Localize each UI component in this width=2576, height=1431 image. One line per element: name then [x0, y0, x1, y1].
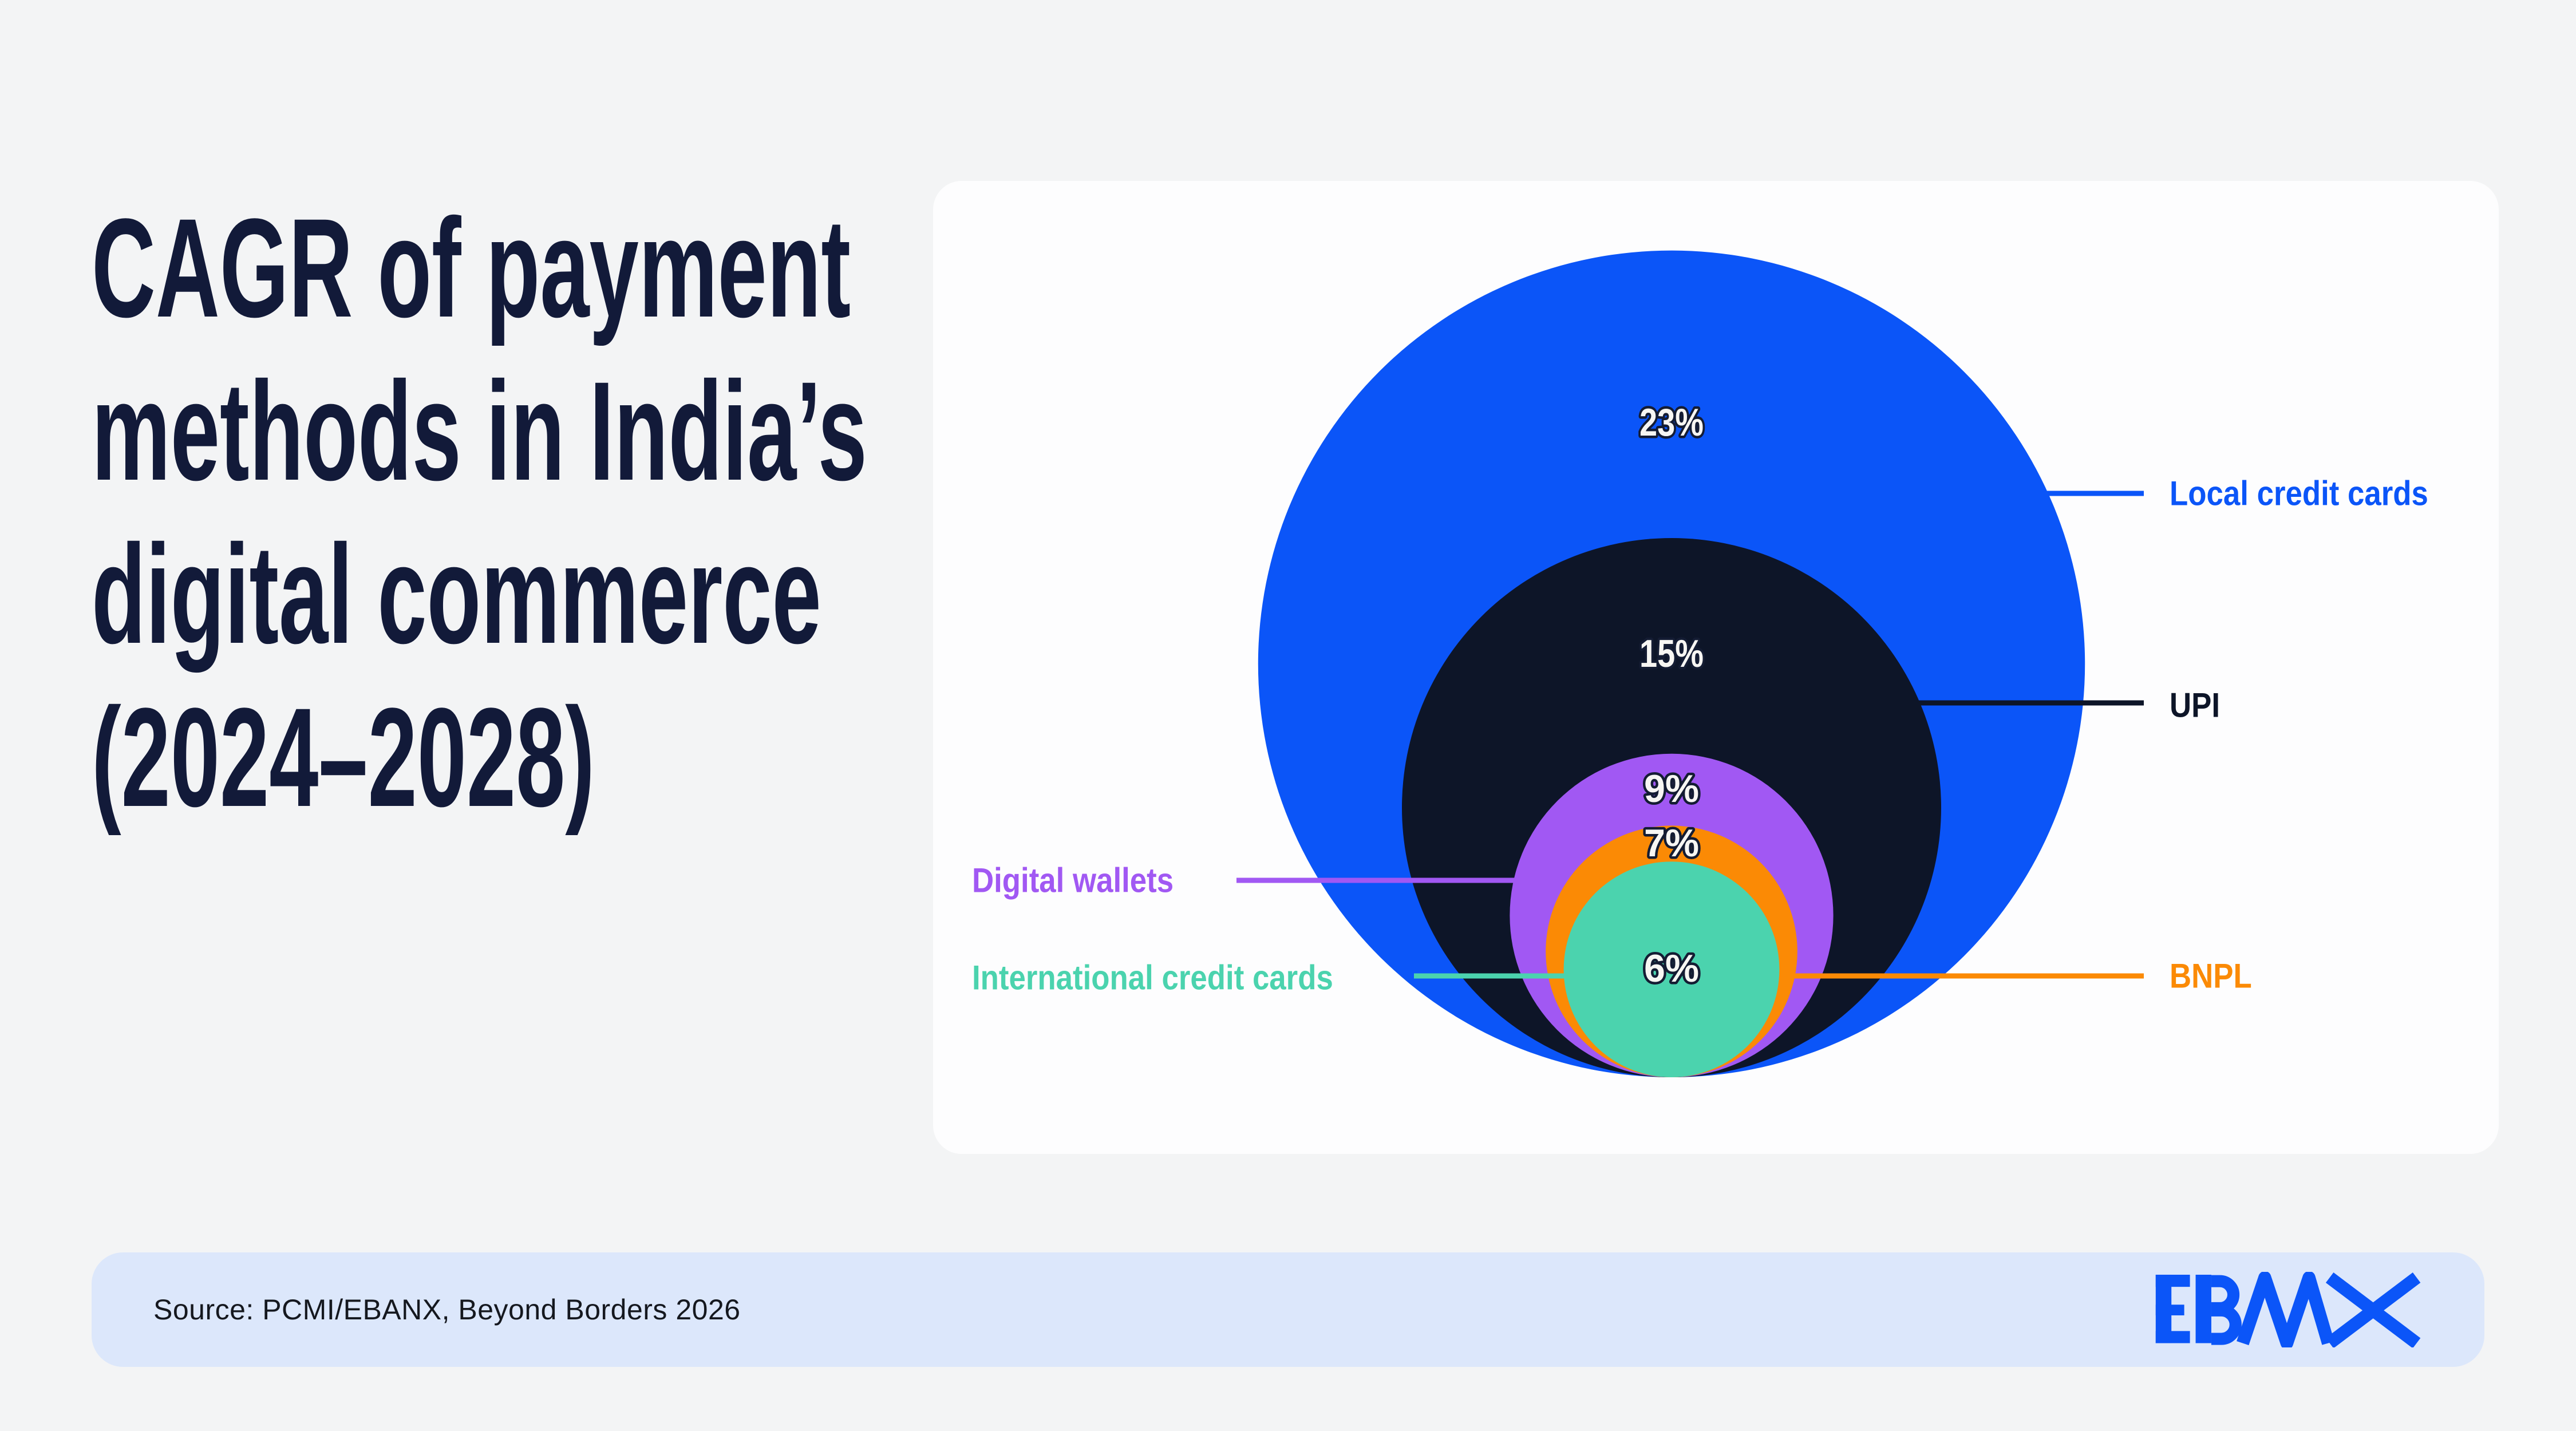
label-international-credit-cards: International credit cards: [972, 958, 1333, 997]
label-upi: UPI: [2170, 686, 2221, 725]
title-line-2: methods in India’s: [92, 353, 867, 510]
page-title: CAGR of payment methods in India’s digit…: [92, 187, 867, 839]
chart-card: [933, 181, 2499, 1154]
label-local-credit-cards: Local credit cards: [2170, 474, 2428, 513]
source-text: Source: PCMI/EBANX, Beyond Borders 2026: [153, 1294, 741, 1326]
ebanx-logo: [2155, 1272, 2421, 1347]
label-digital-wallets: Digital wallets: [972, 861, 1174, 900]
title-line-1: CAGR of payment: [92, 189, 851, 347]
label-bnpl: BNPL: [2170, 956, 2252, 995]
ebanx-logo-glyphs: [2155, 1272, 2421, 1347]
title-line-3: digital commerce: [92, 516, 821, 673]
source-bar: Source: PCMI/EBANX, Beyond Borders 2026: [92, 1252, 2484, 1367]
title-line-4: (2024–2028): [92, 679, 595, 836]
